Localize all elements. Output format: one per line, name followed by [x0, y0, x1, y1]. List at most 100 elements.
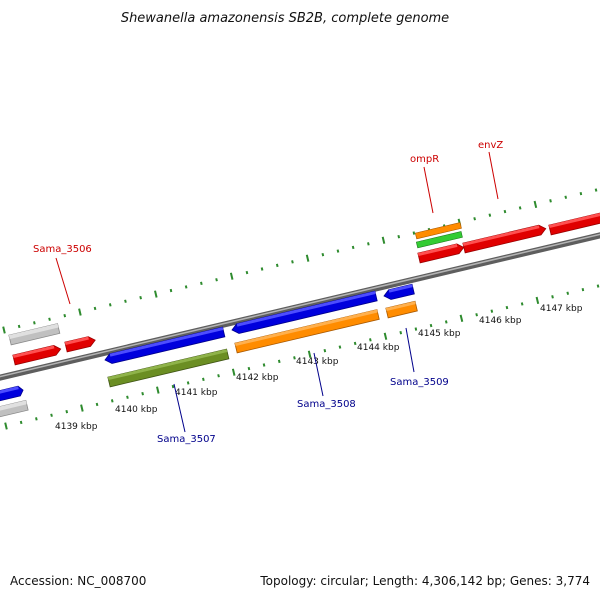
minor-tick [262, 363, 266, 367]
leader-line [405, 327, 415, 373]
minor-tick [399, 330, 403, 335]
minor-tick [139, 295, 142, 300]
kbp-label: 4142 kbp [236, 373, 279, 383]
minor-tick [247, 366, 251, 371]
minor-tick [202, 377, 205, 382]
feature-blue-left-3[interactable] [383, 283, 415, 301]
lower-tick-row [4, 284, 600, 430]
minor-tick [551, 295, 554, 299]
feature-blue-left-edge[interactable] [0, 385, 24, 404]
kbp-label: 4147 kbp [540, 304, 583, 314]
minor-tick [65, 409, 69, 414]
minor-tick [369, 338, 372, 342]
minor-tick [503, 209, 507, 214]
gene-label-ompr[interactable]: ompR [410, 154, 439, 165]
minor-tick [50, 413, 53, 417]
minor-tick [184, 285, 188, 289]
feature-green-ompr[interactable] [415, 231, 463, 249]
major-tick [459, 314, 464, 322]
minor-tick [564, 195, 568, 199]
upper-tick-row [2, 188, 598, 334]
minor-tick [93, 306, 97, 311]
minor-tick [141, 391, 144, 396]
minor-tick [35, 417, 38, 421]
major-tick [80, 404, 84, 412]
minor-tick [277, 359, 281, 364]
feature-red-arrow-left[interactable] [12, 344, 62, 366]
genome-backbone [0, 232, 600, 381]
feature-red-envz[interactable] [462, 224, 547, 254]
kbp-label: 4141 kbp [175, 388, 218, 398]
minor-tick [95, 402, 99, 407]
gene-label-envz[interactable]: envZ [478, 140, 503, 151]
minor-tick [293, 356, 296, 360]
minor-tick [414, 327, 418, 331]
minor-tick [444, 320, 448, 324]
minor-tick [475, 313, 478, 317]
leader-line [313, 352, 324, 397]
minor-tick [33, 321, 36, 325]
feature-red-ompr[interactable] [417, 243, 465, 264]
minor-tick [429, 323, 433, 328]
minor-tick [596, 284, 600, 288]
major-tick [307, 350, 312, 358]
minor-tick [549, 199, 552, 203]
major-tick [381, 236, 386, 244]
feature-gray-reverse[interactable] [0, 399, 29, 420]
major-tick [535, 296, 540, 305]
minor-tick [505, 305, 509, 310]
minor-tick [126, 395, 129, 399]
feature-orange-sama3509[interactable] [385, 300, 418, 319]
reverse-gene-labels: Sama_3507 Sama_3508 Sama_3509 [157, 327, 449, 445]
minor-tick [260, 267, 264, 271]
minor-tick [245, 270, 249, 275]
genome-summary-text: Topology: circular; Length: 4,306,142 bp… [259, 574, 590, 588]
major-tick [156, 386, 160, 394]
minor-tick [594, 188, 598, 192]
feature-red-right-edge[interactable] [548, 208, 600, 236]
minor-tick [48, 317, 51, 321]
accession-text: Accession: NC_008700 [10, 574, 146, 588]
gene-label-sama-3508[interactable]: Sama_3508 [297, 399, 356, 410]
minor-tick [412, 231, 416, 235]
feature-olive-sama3507[interactable] [107, 348, 230, 388]
minor-tick [124, 299, 127, 303]
gene-label-sama-3506[interactable]: Sama_3506 [33, 244, 92, 255]
major-tick [533, 200, 538, 209]
minor-tick [275, 263, 279, 268]
gene-label-sama-3509[interactable]: Sama_3509 [390, 377, 449, 388]
major-tick [383, 332, 388, 340]
kbp-label: 4146 kbp [479, 316, 522, 326]
gene-label-sama-3507[interactable]: Sama_3507 [157, 434, 216, 445]
feature-blue-left-1[interactable] [104, 326, 226, 365]
minor-tick [108, 303, 112, 307]
leader-line [173, 383, 186, 433]
minor-tick [336, 249, 340, 253]
minor-tick [367, 242, 370, 246]
major-tick [231, 368, 236, 376]
minor-tick [200, 281, 203, 286]
feature-blue-left-2[interactable] [231, 290, 378, 335]
kbp-label: 4143 kbp [296, 357, 339, 367]
major-tick [154, 290, 158, 298]
minor-tick [17, 324, 21, 329]
map-title: Shewanella amazonensis SB2B, complete ge… [121, 11, 449, 26]
leader-line [55, 257, 71, 305]
feature-gray-forward[interactable] [8, 323, 61, 346]
kbp-label: 4139 kbp [55, 422, 98, 432]
major-tick [4, 422, 8, 430]
feature-orange-ompr[interactable] [414, 222, 462, 240]
minor-tick [215, 278, 218, 282]
minor-tick [186, 381, 190, 385]
reverse-features [0, 300, 418, 420]
minor-tick [579, 191, 583, 196]
minor-tick [490, 309, 494, 313]
feature-orange-sama3508[interactable] [234, 309, 380, 354]
major-tick [305, 254, 310, 262]
minor-tick [473, 217, 476, 221]
minor-tick [351, 245, 355, 250]
feature-red-arrow-small[interactable] [64, 335, 96, 353]
minor-tick [488, 213, 492, 217]
major-tick [229, 272, 234, 280]
